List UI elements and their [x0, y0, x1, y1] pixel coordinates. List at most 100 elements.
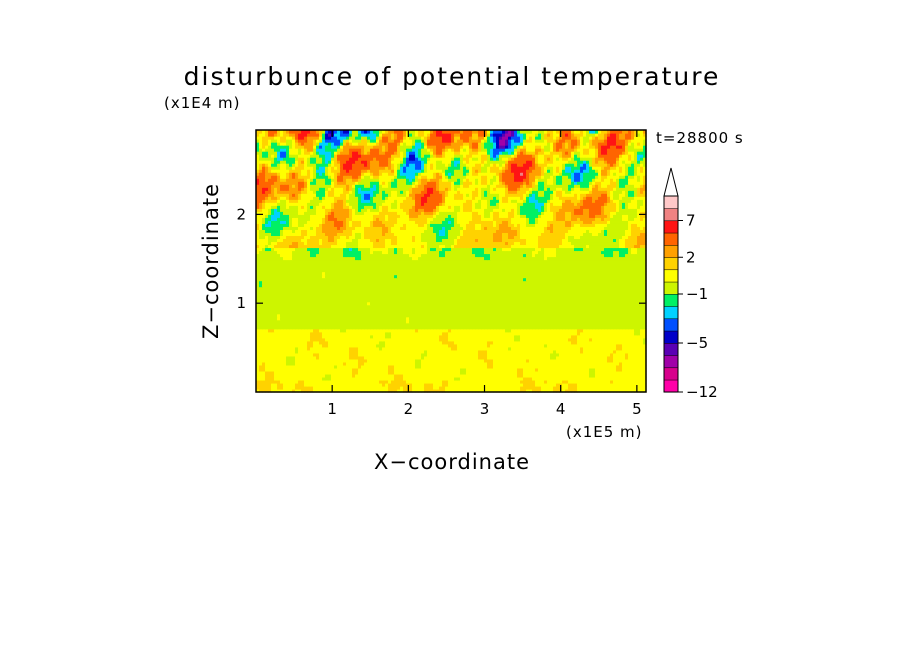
field-cell — [259, 331, 263, 336]
field-cell — [436, 322, 440, 327]
field-cell — [325, 343, 329, 348]
field-cell — [586, 358, 590, 363]
field-cell — [454, 325, 458, 330]
field-cell — [286, 352, 290, 357]
field-cell — [595, 385, 599, 390]
field-cell — [352, 379, 356, 384]
field-cell — [616, 340, 620, 345]
field-cell — [463, 349, 467, 354]
field-cell — [358, 367, 362, 372]
field-cell — [262, 364, 266, 369]
field-cell — [283, 370, 287, 375]
field-cell — [640, 316, 644, 321]
field-cell — [484, 313, 488, 318]
field-cell — [457, 385, 461, 390]
field-cell — [583, 328, 587, 333]
field-cell — [265, 334, 269, 339]
field-cell — [355, 358, 359, 363]
field-cell — [502, 367, 506, 372]
field-cell — [412, 349, 416, 354]
field-cell — [547, 355, 551, 360]
field-cell — [586, 352, 590, 357]
field-cell — [445, 370, 449, 375]
field-cell — [592, 364, 596, 369]
field-cell — [337, 370, 341, 375]
field-cell — [481, 376, 485, 381]
field-cell — [613, 379, 617, 384]
field-cell — [280, 316, 284, 321]
field-cell — [355, 349, 359, 354]
field-cell — [538, 319, 542, 324]
field-cell — [529, 316, 533, 321]
field-cell — [466, 382, 470, 387]
field-cell — [529, 382, 533, 387]
field-cell — [451, 334, 455, 339]
field-cell — [526, 382, 530, 387]
field-cell — [409, 310, 413, 315]
field-cell — [268, 325, 272, 330]
field-cell — [310, 319, 314, 324]
field-cell — [592, 325, 596, 330]
field-cell — [331, 352, 335, 357]
field-cell — [553, 367, 557, 372]
field-cell — [604, 379, 608, 384]
field-cell — [550, 367, 554, 372]
field-cell — [361, 373, 365, 378]
field-cell — [442, 355, 446, 360]
field-cell — [259, 325, 263, 330]
field-cell — [382, 310, 386, 315]
field-cell — [388, 385, 392, 390]
field-cell — [406, 322, 410, 327]
field-cell — [445, 310, 449, 315]
field-cell — [298, 313, 302, 318]
field-cell — [475, 313, 479, 318]
field-cell — [385, 313, 389, 318]
field-cell — [529, 367, 533, 372]
field-cell — [484, 388, 488, 393]
field-cell — [538, 379, 542, 384]
field-cell — [334, 337, 338, 342]
field-cell — [439, 313, 443, 318]
field-cell — [454, 337, 458, 342]
field-cell — [607, 376, 611, 381]
field-cell — [445, 322, 449, 327]
field-cell — [589, 313, 593, 318]
field-cell — [592, 346, 596, 351]
field-cell — [316, 322, 320, 327]
field-cell — [316, 379, 320, 384]
field-cell — [493, 388, 497, 393]
field-cell — [559, 325, 563, 330]
field-cell — [292, 310, 296, 315]
field-cell — [367, 340, 371, 345]
field-cell — [562, 334, 566, 339]
field-cell — [307, 322, 311, 327]
field-cell — [550, 334, 554, 339]
field-cell — [310, 352, 314, 357]
field-cell — [289, 322, 293, 327]
field-cell — [460, 367, 464, 372]
field-cell — [316, 376, 320, 381]
field-cell — [568, 340, 572, 345]
field-cell — [460, 340, 464, 345]
field-cell — [520, 340, 524, 345]
field-cell — [373, 373, 377, 378]
field-cell — [526, 334, 530, 339]
field-cell — [508, 364, 512, 369]
field-cell — [376, 328, 380, 333]
field-cell — [370, 328, 374, 333]
field-cell — [388, 313, 392, 318]
field-cell — [625, 343, 629, 348]
field-cell — [340, 349, 344, 354]
field-cell — [637, 355, 641, 360]
field-cell — [586, 331, 590, 336]
field-cell — [325, 334, 329, 339]
field-cell — [637, 316, 641, 321]
field-cell — [481, 310, 485, 315]
field-cell — [637, 376, 641, 381]
field-cell — [391, 361, 395, 366]
field-cell — [475, 334, 479, 339]
field-cell — [529, 319, 533, 324]
field-cell — [475, 322, 479, 327]
field-cell — [352, 349, 356, 354]
field-cell — [415, 382, 419, 387]
